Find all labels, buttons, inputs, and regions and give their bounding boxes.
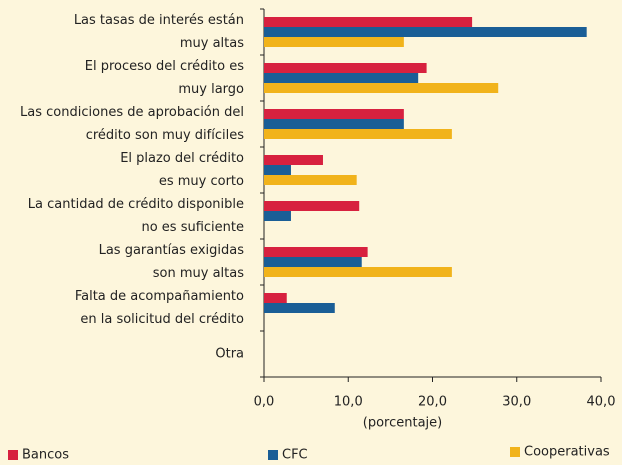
category-label: es muy corto bbox=[159, 174, 244, 189]
category-label: Las tasas de interés están bbox=[74, 13, 244, 28]
category-label: en la solicitud del crédito bbox=[80, 312, 244, 327]
bar bbox=[264, 201, 360, 211]
x-tick-label: 40,0 bbox=[587, 395, 616, 410]
legend-label: Bancos bbox=[22, 448, 69, 463]
category-label: El proceso del crédito es bbox=[85, 59, 244, 74]
legend-swatch bbox=[510, 447, 520, 457]
category-label: Las garantías exigidas bbox=[99, 243, 245, 258]
bar bbox=[264, 303, 335, 313]
category-label: no es suficiente bbox=[141, 220, 244, 235]
legend-label: Cooperativas bbox=[524, 445, 610, 460]
bar bbox=[264, 83, 499, 93]
category-label: Falta de acompañamiento bbox=[75, 289, 244, 304]
bar bbox=[264, 109, 404, 119]
bar bbox=[264, 37, 404, 47]
bar bbox=[264, 165, 291, 175]
category-label: Las condiciones de aprobación del bbox=[20, 105, 244, 120]
bar bbox=[264, 211, 291, 221]
bar bbox=[264, 175, 357, 185]
x-tick-label: 20,0 bbox=[418, 395, 447, 410]
bar bbox=[264, 129, 452, 139]
bar bbox=[264, 119, 404, 129]
category-label: El plazo del crédito bbox=[120, 151, 244, 166]
legend-swatch bbox=[268, 450, 278, 460]
legend-swatch bbox=[8, 450, 18, 460]
bar bbox=[264, 17, 473, 27]
category-label: muy largo bbox=[178, 82, 244, 97]
category-label: La cantidad de crédito disponible bbox=[28, 197, 244, 212]
category-label: muy altas bbox=[180, 36, 244, 51]
bar bbox=[264, 247, 368, 257]
category-label: son muy altas bbox=[153, 266, 244, 281]
bar bbox=[264, 155, 323, 165]
bar bbox=[264, 63, 427, 73]
x-axis-label: (porcentaje) bbox=[363, 416, 442, 431]
bar bbox=[264, 267, 452, 277]
legend-label: CFC bbox=[282, 448, 308, 463]
category-label: crédito son muy difíciles bbox=[86, 128, 244, 143]
x-tick-label: 0,0 bbox=[254, 395, 275, 410]
x-tick-label: 30,0 bbox=[502, 395, 531, 410]
bar bbox=[264, 293, 287, 303]
bar bbox=[264, 73, 419, 83]
x-tick-label: 10,0 bbox=[334, 395, 363, 410]
category-label: Otra bbox=[215, 347, 244, 362]
bar bbox=[264, 257, 362, 267]
bar bbox=[264, 27, 587, 37]
